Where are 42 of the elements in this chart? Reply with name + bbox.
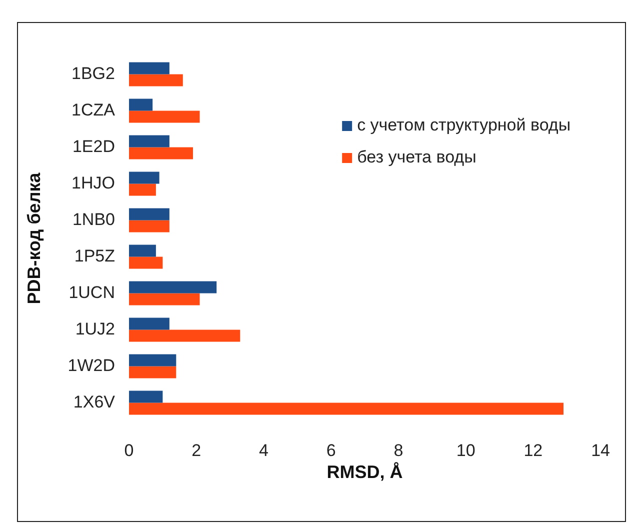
bar: [129, 402, 564, 415]
y-tick-label: 1BG2: [72, 64, 115, 83]
y-tick-label: 1P5Z: [74, 246, 115, 266]
x-tick-label: 6: [326, 440, 336, 460]
bar: [129, 318, 170, 330]
x-tick-label: 4: [258, 440, 268, 460]
x-tick-label: 12: [524, 440, 543, 460]
bar: [129, 208, 170, 220]
y-tick-label: 1HJO: [72, 173, 115, 192]
y-tick-label: 1X6V: [73, 392, 116, 412]
bar: [129, 390, 163, 403]
legend-label: с учетом структурной воды: [357, 116, 571, 135]
bar: [129, 62, 170, 74]
x-tick-label: 2: [192, 440, 202, 460]
bar: [129, 281, 217, 294]
x-tick-label: 0: [124, 440, 134, 460]
x-tick-label: 8: [394, 440, 404, 460]
y-tick-label: 1NB0: [72, 210, 115, 229]
x-tick-label: 14: [591, 440, 610, 460]
x-axis-title: RMSD, Å: [326, 462, 403, 482]
bar: [129, 330, 240, 342]
y-tick-label: 1UCN: [68, 282, 115, 302]
bar: [129, 184, 156, 196]
y-axis-title: PDB-код белка: [24, 172, 44, 304]
bar: [129, 256, 163, 269]
y-tick-label: 1UJ2: [75, 319, 115, 338]
y-tick-label: 1E2D: [72, 136, 115, 156]
y-tick-label: 1W2D: [68, 356, 115, 375]
y-tick-label: 1CZA: [72, 100, 116, 120]
bar: [129, 110, 200, 123]
bar: [129, 74, 183, 86]
bar: [129, 135, 170, 148]
bar: [129, 293, 200, 306]
bar: [129, 172, 160, 184]
bar: [129, 220, 170, 232]
bar: [129, 98, 153, 111]
bar: [129, 354, 176, 366]
legend-label: без учета воды: [357, 148, 476, 167]
x-tick-label: 10: [456, 440, 476, 460]
bar: [129, 147, 193, 160]
bar: [129, 366, 176, 378]
bar: [129, 244, 156, 257]
